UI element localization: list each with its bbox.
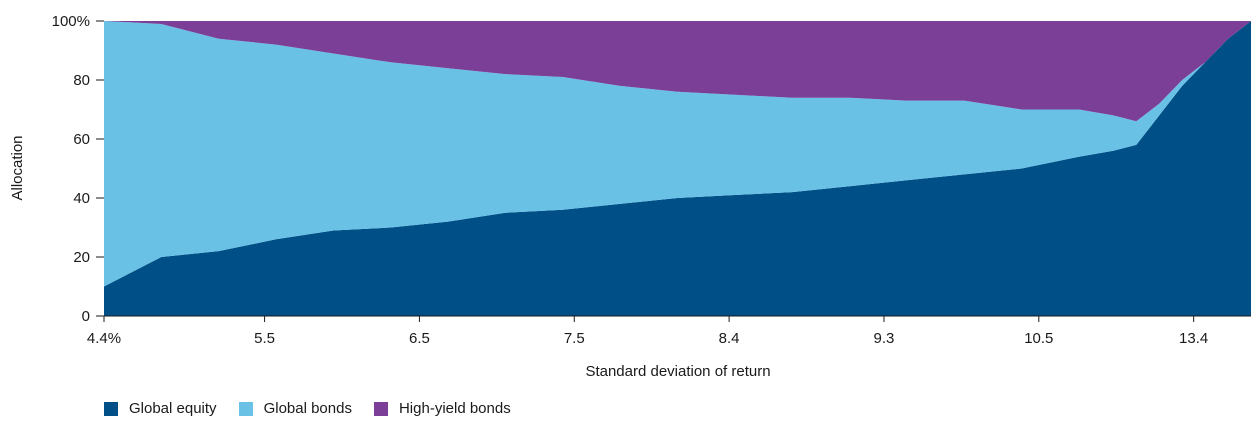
legend-label-global-equity: Global equity <box>129 400 217 417</box>
x-tick-label: 9.3 <box>874 330 895 347</box>
legend-swatch-global-bonds <box>238 401 253 416</box>
x-tick-label: 6.5 <box>409 330 430 347</box>
y-tick-label: 0 <box>82 308 90 325</box>
area-global-equity <box>104 21 1251 316</box>
x-tick-label: 5.5 <box>254 330 275 347</box>
legend: Global equity Global bonds High-yield bo… <box>104 400 511 417</box>
x-tick-label: 4.4% <box>87 330 121 347</box>
y-tick-label: 20 <box>73 249 90 266</box>
y-tick-label: 40 <box>73 190 90 207</box>
legend-label-global-bonds: Global bonds <box>263 400 352 417</box>
y-tick-label: 100% <box>52 13 90 30</box>
x-tick-label: 13.4 <box>1179 330 1208 347</box>
legend-swatch-high-yield-bonds <box>373 401 388 416</box>
x-tick-label: 7.5 <box>564 330 585 347</box>
x-axis-title: Standard deviation of return <box>585 363 770 380</box>
y-tick-label: 60 <box>73 131 90 148</box>
area-high-yield-bonds <box>104 21 1251 122</box>
y-axis: 0 20 40 60 80 100% <box>52 13 104 325</box>
x-tick-label: 8.4 <box>719 330 740 347</box>
area-layer <box>104 21 1251 316</box>
x-tick-label: 10.5 <box>1024 330 1053 347</box>
legend-label-high-yield-bonds: High-yield bonds <box>398 400 511 417</box>
x-axis: 4.4% 5.5 6.5 7.5 8.4 9.3 10.5 13.4 <box>87 316 1208 347</box>
legend-item-high-yield-bonds: High-yield bonds <box>373 400 511 417</box>
y-tick-label: 80 <box>73 72 90 89</box>
legend-swatch-global-equity <box>104 401 118 416</box>
y-axis-title: Allocation <box>9 135 26 200</box>
area-global-bonds <box>104 21 1251 287</box>
legend-item-global-equity: Global equity <box>104 400 217 417</box>
legend-item-global-bonds: Global bonds <box>238 400 352 417</box>
